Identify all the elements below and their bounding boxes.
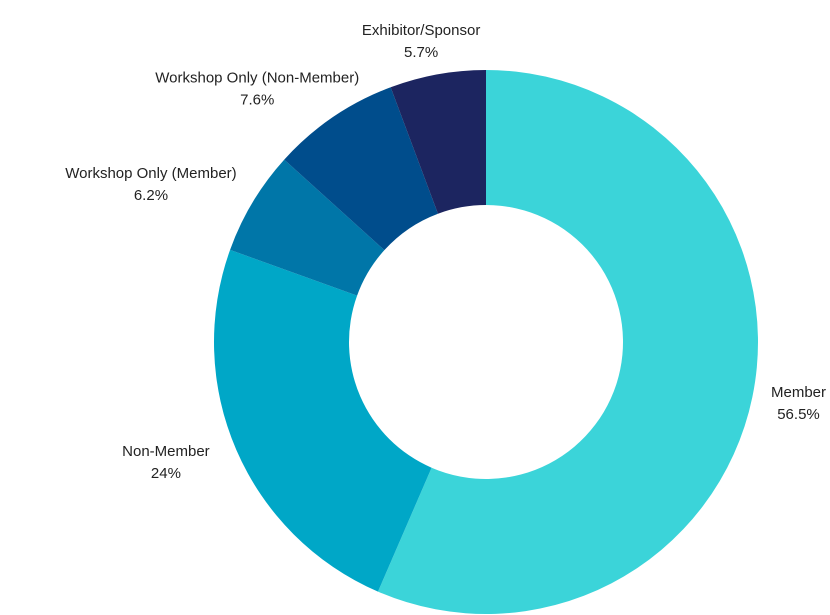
slice-value-label: 24% (151, 465, 181, 482)
slice-value-label: 5.7% (404, 44, 438, 61)
donut-slice (230, 159, 385, 296)
donut-slice (377, 70, 758, 614)
slice-label: Non-Member (122, 443, 210, 460)
slice-value-label: 56.5% (777, 406, 820, 423)
slice-value-label: 6.2% (134, 187, 168, 204)
slice-label: Member (771, 384, 826, 401)
donut-slice (213, 249, 432, 592)
slice-label: Workshop Only (Member) (65, 165, 236, 182)
donut-slice (390, 70, 486, 214)
slice-label: Workshop Only (Non-Member) (155, 70, 359, 87)
slice-label: Exhibitor/Sponsor (362, 22, 480, 39)
donut-slice (284, 87, 438, 251)
slice-value-label: 7.6% (240, 92, 274, 109)
